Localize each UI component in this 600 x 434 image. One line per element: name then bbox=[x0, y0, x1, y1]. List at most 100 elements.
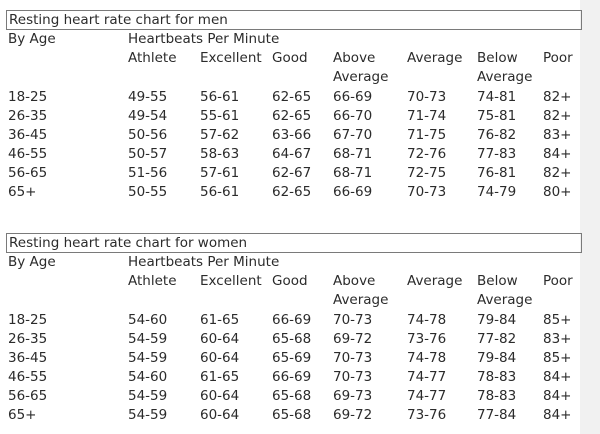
table-cell-below-average: 75-81 bbox=[477, 108, 517, 124]
header-heartbeats-per-minute: Heartbeats Per Minute bbox=[128, 254, 280, 270]
table-cell-age: 18-25 bbox=[8, 312, 48, 328]
header-average: Average bbox=[407, 50, 463, 66]
table-cell-excellent: 57-62 bbox=[200, 127, 240, 143]
header-above: Above bbox=[333, 50, 376, 66]
table-cell-good: 62-65 bbox=[272, 184, 312, 200]
table-cell-athlete: 54-59 bbox=[128, 350, 168, 366]
table-cell-excellent: 56-61 bbox=[200, 89, 240, 105]
header-by-age: By Age bbox=[8, 31, 56, 47]
table-cell-poor: 84+ bbox=[543, 146, 572, 162]
table-cell-age: 46-55 bbox=[8, 369, 48, 385]
table-cell-poor: 84+ bbox=[543, 407, 572, 423]
scrollbar-track[interactable] bbox=[580, 0, 600, 434]
table-cell-average: 74-78 bbox=[407, 312, 447, 328]
table-cell-above-average: 70-73 bbox=[333, 312, 373, 328]
table-cell-athlete: 50-57 bbox=[128, 146, 168, 162]
table-cell-poor: 84+ bbox=[543, 369, 572, 385]
table-cell-age: 56-65 bbox=[8, 388, 48, 404]
table-cell-above-average: 67-70 bbox=[333, 127, 373, 143]
header-excellent: Excellent bbox=[200, 273, 262, 289]
table-cell-age: 56-65 bbox=[8, 165, 48, 181]
table-cell-above-average: 66-69 bbox=[333, 89, 373, 105]
header-heartbeats-per-minute: Heartbeats Per Minute bbox=[128, 31, 280, 47]
header-below: Below bbox=[477, 50, 518, 66]
table-cell-age: 65+ bbox=[8, 407, 37, 423]
table-cell-excellent: 56-61 bbox=[200, 184, 240, 200]
table-cell-below-average: 78-83 bbox=[477, 369, 517, 385]
table-cell-excellent: 58-63 bbox=[200, 146, 240, 162]
table-cell-excellent: 61-65 bbox=[200, 312, 240, 328]
header-below-average: Average bbox=[477, 292, 533, 308]
header-above-average: Average bbox=[333, 292, 389, 308]
table-cell-average: 73-76 bbox=[407, 331, 447, 347]
table-cell-good: 64-67 bbox=[272, 146, 312, 162]
table-cell-athlete: 49-54 bbox=[128, 108, 168, 124]
table-cell-poor: 83+ bbox=[543, 127, 572, 143]
header-average: Average bbox=[407, 273, 463, 289]
table-cell-athlete: 49-55 bbox=[128, 89, 168, 105]
table-cell-excellent: 55-61 bbox=[200, 108, 240, 124]
table-cell-poor: 82+ bbox=[543, 165, 572, 181]
header-good: Good bbox=[272, 50, 308, 66]
table-cell-average: 74-77 bbox=[407, 369, 447, 385]
table-cell-below-average: 79-84 bbox=[477, 312, 517, 328]
table-cell-excellent: 57-61 bbox=[200, 165, 240, 181]
table-cell-above-average: 69-72 bbox=[333, 331, 373, 347]
table-cell-excellent: 60-64 bbox=[200, 407, 240, 423]
table-title: Resting heart rate chart for women bbox=[6, 233, 582, 253]
header-by-age: By Age bbox=[8, 254, 56, 270]
table-cell-below-average: 77-84 bbox=[477, 407, 517, 423]
table-cell-below-average: 79-84 bbox=[477, 350, 517, 366]
table-cell-above-average: 68-71 bbox=[333, 146, 373, 162]
table-cell-good: 66-69 bbox=[272, 369, 312, 385]
header-excellent: Excellent bbox=[200, 50, 262, 66]
table-cell-average: 74-77 bbox=[407, 388, 447, 404]
table-cell-above-average: 70-73 bbox=[333, 350, 373, 366]
table-cell-age: 65+ bbox=[8, 184, 37, 200]
header-above-average: Average bbox=[333, 69, 389, 85]
table-cell-below-average: 76-82 bbox=[477, 127, 517, 143]
table-cell-below-average: 74-81 bbox=[477, 89, 517, 105]
table-cell-age: 46-55 bbox=[8, 146, 48, 162]
table-cell-athlete: 54-60 bbox=[128, 312, 168, 328]
table-cell-above-average: 69-73 bbox=[333, 388, 373, 404]
table-cell-good: 65-68 bbox=[272, 388, 312, 404]
table-cell-athlete: 50-56 bbox=[128, 127, 168, 143]
table-cell-poor: 85+ bbox=[543, 350, 572, 366]
table-cell-average: 72-76 bbox=[407, 146, 447, 162]
table-cell-average: 71-75 bbox=[407, 127, 447, 143]
table-cell-average: 71-74 bbox=[407, 108, 447, 124]
table-cell-good: 65-69 bbox=[272, 350, 312, 366]
table-cell-above-average: 66-69 bbox=[333, 184, 373, 200]
table-cell-athlete: 54-60 bbox=[128, 369, 168, 385]
table-cell-poor: 84+ bbox=[543, 388, 572, 404]
table-cell-good: 65-68 bbox=[272, 407, 312, 423]
table-cell-age: 36-45 bbox=[8, 127, 48, 143]
table-cell-age: 26-35 bbox=[8, 108, 48, 124]
header-below-average: Average bbox=[477, 69, 533, 85]
table-cell-athlete: 54-59 bbox=[128, 331, 168, 347]
table-cell-good: 65-68 bbox=[272, 331, 312, 347]
table-cell-below-average: 77-83 bbox=[477, 146, 517, 162]
table-cell-good: 62-67 bbox=[272, 165, 312, 181]
table-cell-average: 70-73 bbox=[407, 89, 447, 105]
table-cell-excellent: 60-64 bbox=[200, 331, 240, 347]
table-cell-above-average: 70-73 bbox=[333, 369, 373, 385]
table-cell-average: 74-78 bbox=[407, 350, 447, 366]
table-cell-below-average: 76-81 bbox=[477, 165, 517, 181]
table-cell-average: 70-73 bbox=[407, 184, 447, 200]
table-cell-poor: 80+ bbox=[543, 184, 572, 200]
table-cell-athlete: 54-59 bbox=[128, 407, 168, 423]
table-cell-age: 18-25 bbox=[8, 89, 48, 105]
table-cell-age: 36-45 bbox=[8, 350, 48, 366]
header-athlete: Athlete bbox=[128, 273, 177, 289]
table-cell-good: 63-66 bbox=[272, 127, 312, 143]
table-cell-above-average: 68-71 bbox=[333, 165, 373, 181]
table-cell-poor: 85+ bbox=[543, 312, 572, 328]
table-cell-above-average: 66-70 bbox=[333, 108, 373, 124]
header-good: Good bbox=[272, 273, 308, 289]
table-cell-poor: 82+ bbox=[543, 108, 572, 124]
table-cell-average: 72-75 bbox=[407, 165, 447, 181]
table-cell-poor: 82+ bbox=[543, 89, 572, 105]
table-cell-excellent: 60-64 bbox=[200, 350, 240, 366]
